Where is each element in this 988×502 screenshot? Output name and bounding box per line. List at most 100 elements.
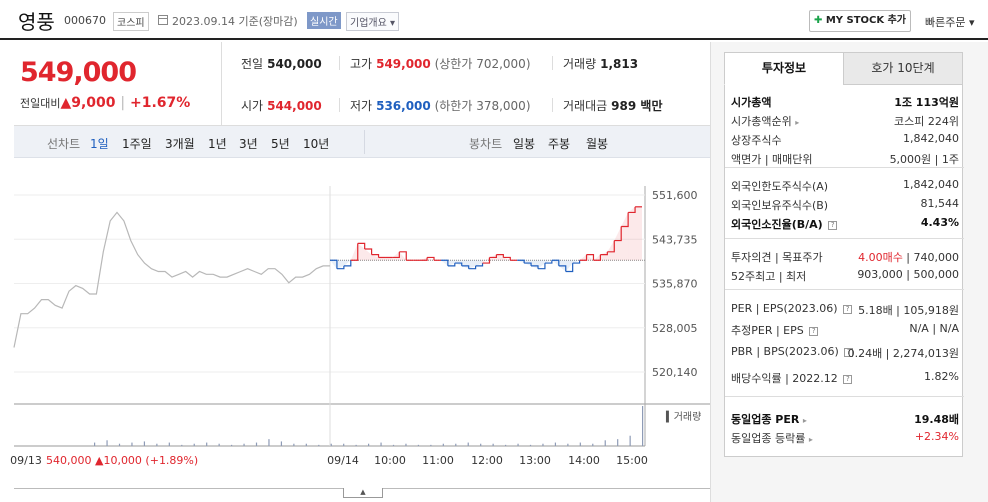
- volume-bar: [542, 443, 544, 446]
- down-line-segment: [565, 263, 574, 273]
- tab-investment-info[interactable]: 투자정보: [724, 52, 844, 85]
- volume-bar: [94, 442, 96, 446]
- help-icon[interactable]: ?: [843, 374, 853, 384]
- industry-rate-label: 동일업종 등락률: [731, 432, 806, 445]
- help-icon[interactable]: ?: [809, 326, 819, 336]
- row-dividend: 배당수익률 | 2022.12 ? 1.82%: [731, 370, 959, 388]
- period-3y[interactable]: 3년: [239, 137, 258, 151]
- up-area-fill: [496, 254, 504, 261]
- x-tick-label: 15:00: [616, 454, 648, 467]
- volume-bar: [380, 442, 382, 446]
- row-industry-rate[interactable]: 동일업종 등락률 ▸ +2.34%: [731, 430, 959, 448]
- y-tick-label: 520,140: [652, 366, 698, 379]
- stat-prev-value: 540,000: [267, 57, 322, 71]
- section-market-cap: 시가총액 1조 113억원 시가총액순위 ▸ 코스피 224위 상장주식수 1,842…: [725, 85, 964, 168]
- change-value: ▲9,000: [60, 95, 116, 111]
- my-stock-add-button[interactable]: ✚ MY STOCK 추가: [809, 10, 911, 32]
- up-area-fill: [614, 226, 622, 261]
- stat-prev-label: 전일: [241, 57, 264, 71]
- volume-bar: [629, 435, 631, 446]
- period-1w[interactable]: 1주일: [122, 137, 152, 151]
- period-1y[interactable]: 1년: [208, 137, 227, 151]
- section-valuation: PER | EPS(2023.06) ? 5.18배 | 105,918원 추정P…: [725, 290, 964, 397]
- line-chart-label: 선차트: [47, 137, 81, 151]
- down-line-segment: [572, 260, 581, 264]
- target-price: | 740,000: [902, 251, 959, 264]
- up-area-fill: [482, 257, 490, 264]
- volume-bar: [156, 443, 158, 446]
- opinion-rating: 4.00매수: [858, 251, 903, 264]
- volume-bar: [604, 440, 606, 446]
- quick-order-button[interactable]: 빠른주문 ▾: [925, 16, 975, 29]
- period-5y[interactable]: 5년: [271, 137, 290, 151]
- volume-bar: [554, 442, 557, 446]
- price-chart[interactable]: 551,600 543,735 535,870 528,005 520,140 ▍거래량 0…: [0, 158, 710, 488]
- par-value-label: 액면가 | 매매단위: [731, 153, 813, 166]
- volume-bar: [467, 442, 469, 446]
- par-value-value: 5,000원 | 1주: [889, 153, 959, 166]
- candle-monthly[interactable]: 월봉: [586, 137, 609, 151]
- stock-name: 영풍: [18, 10, 55, 34]
- realtime-badge[interactable]: 실시간: [307, 12, 341, 29]
- market-cap-label: 시가총액: [731, 96, 772, 109]
- stat-open-label: 시가: [241, 99, 264, 113]
- row-market-cap-rank[interactable]: 시가총액순위 ▸ 코스피 224위: [731, 113, 959, 131]
- x-tick-label: 10:00: [374, 454, 406, 467]
- x-tick-label: 09/13: [10, 454, 42, 467]
- tab-order-book[interactable]: 호가 10단계: [843, 52, 963, 85]
- up-area-fill: [385, 257, 393, 261]
- volume-bar: [592, 443, 594, 446]
- volume-bar: [442, 443, 444, 446]
- foreign-limit-label: 외국인한도주식수(A): [731, 180, 829, 193]
- down-line-segment: [461, 265, 470, 269]
- divider: [339, 98, 340, 112]
- stat-amount: 거래대금 989 백만: [563, 97, 662, 114]
- down-area-fill: [531, 260, 538, 269]
- help-icon[interactable]: ?: [843, 304, 853, 314]
- up-line-segment: [503, 256, 511, 261]
- volume-bar: [529, 444, 532, 446]
- price-stats: 전일 540,000 고가 549,000 (상한가 702,000) 거래량 1,8…: [222, 42, 710, 126]
- down-line-segment: [558, 265, 567, 272]
- price-change: 전일대비▲9,000 | +1.67%: [20, 95, 190, 111]
- info-sidebar: 투자정보 호가 10단계 시가총액 1조 113억원 시가총액순위 ▸ 코스피 22…: [710, 42, 988, 502]
- down-area-fill: [538, 260, 545, 269]
- down-area-fill: [461, 260, 469, 269]
- volume-bar: [293, 443, 295, 446]
- row-industry-per[interactable]: 동일업종 PER ▸ 19.48배: [731, 411, 959, 429]
- volume-legend: ▍거래량: [665, 410, 701, 423]
- volume-bar: [455, 443, 457, 446]
- week52-value: 903,000 | 500,000: [857, 268, 959, 281]
- foreign-limit-value: 1,842,040: [903, 178, 959, 191]
- volume-bar: [193, 443, 195, 446]
- market-cap-rank-value: 코스피 224위: [894, 115, 959, 128]
- up-line-segment: [364, 248, 373, 255]
- candle-daily[interactable]: 일봉: [513, 137, 536, 151]
- candle-weekly[interactable]: 주봉: [548, 137, 571, 151]
- down-area-fill: [572, 260, 580, 264]
- price-chart-svg: 551,600 543,735 535,870 528,005 520,140 ▍거래량 0…: [10, 166, 710, 467]
- row-foreign-limit: 외국인한도주식수(A) 1,842,040: [731, 178, 959, 196]
- stat-high-label: 고가: [350, 57, 373, 71]
- up-area-fill: [364, 249, 372, 261]
- period-1d[interactable]: 1일: [90, 137, 109, 151]
- x-tick-label: 11:00: [422, 454, 454, 467]
- y-tick-label: 551,600: [652, 189, 698, 202]
- change-separator: |: [120, 95, 126, 111]
- estimated-per-value: N/A | N/A: [909, 322, 959, 335]
- row-foreign-ratio: 외국인소진율(B/A) ? 4.43%: [731, 216, 959, 234]
- period-10y[interactable]: 10년: [303, 137, 330, 151]
- down-line-segment: [468, 265, 477, 270]
- row-per: PER | EPS(2023.06) ? 5.18배 | 105,918원: [731, 302, 959, 320]
- company-overview-button[interactable]: 기업개요 ▾: [346, 12, 399, 31]
- down-line-segment: [544, 260, 553, 264]
- period-3m[interactable]: 3개월: [165, 137, 195, 151]
- volume-bar: [355, 444, 357, 446]
- collapse-toggle-icon[interactable]: ▲: [343, 488, 383, 498]
- up-line-segment: [482, 257, 491, 264]
- stat-high: 고가 549,000 (상한가 702,000): [350, 55, 531, 72]
- up-area-fill: [392, 251, 400, 261]
- y-tick-label: 528,005: [652, 322, 698, 335]
- help-icon[interactable]: ?: [828, 220, 838, 230]
- help-icon[interactable]: ?: [844, 347, 854, 357]
